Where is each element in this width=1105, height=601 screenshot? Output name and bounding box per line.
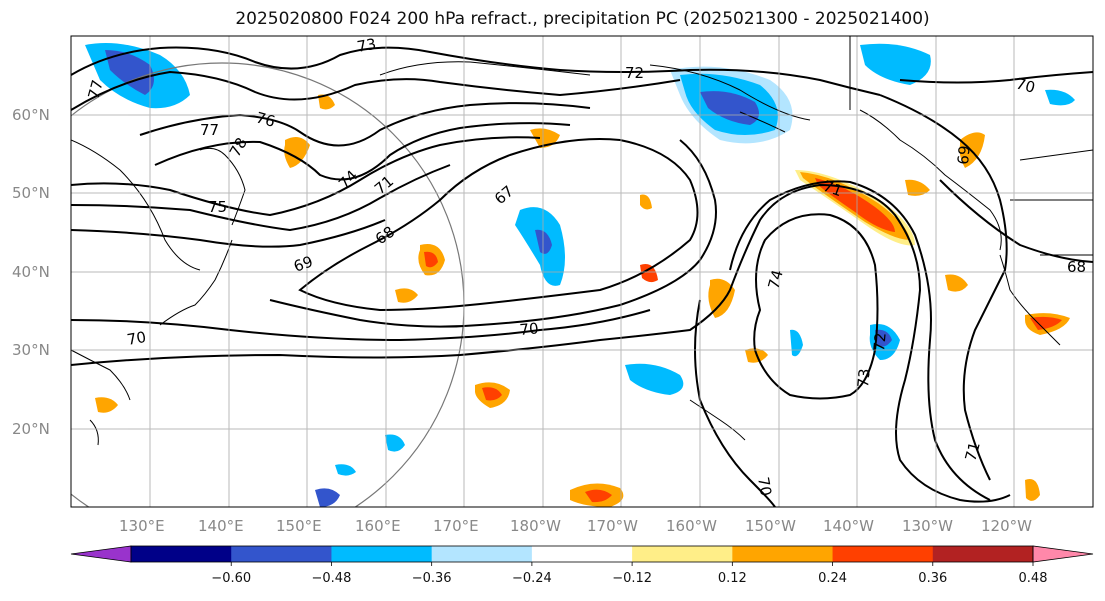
lon-label: 170°E xyxy=(433,517,479,535)
colorbar-tick-label: 0.48 xyxy=(1019,571,1048,586)
lon-label: 160°W xyxy=(666,517,717,535)
contour-label: 76 xyxy=(254,108,277,130)
contour-label: 73 xyxy=(854,368,874,389)
lat-label-60n: 60°N xyxy=(12,106,50,124)
map-frame xyxy=(70,35,1094,508)
colorbar-bin xyxy=(131,546,232,562)
negative-precip-shading xyxy=(85,42,1075,507)
contour-label: 73 xyxy=(356,35,378,56)
contour-label: 70 xyxy=(126,328,148,349)
contour-label: 72 xyxy=(870,332,890,353)
contour-label: 70 xyxy=(1014,74,1037,96)
colorbar-extend-high xyxy=(1032,545,1094,563)
contour-label: 69 xyxy=(291,252,315,275)
contour-label: 72 xyxy=(625,64,644,82)
lon-label: 140°W xyxy=(823,517,874,535)
lon-label: 150°W xyxy=(745,517,796,535)
lat-label-40n: 40°N xyxy=(12,263,50,281)
contour-label: 70 xyxy=(754,476,775,498)
contour-label: 75 xyxy=(208,198,227,216)
colorbar-outline xyxy=(130,545,1034,563)
colorbar-tick-label: −0.24 xyxy=(512,571,552,586)
lon-label: 140°E xyxy=(198,517,244,535)
lon-label: 130°W xyxy=(902,517,953,535)
contour-label: 71 xyxy=(961,440,983,463)
lon-label: 170°W xyxy=(587,517,638,535)
longitude-labels: 130°E 140°E 150°E 160°E 170°E 180°W 170°… xyxy=(119,517,1032,535)
colorbar-tick-label: 0.24 xyxy=(818,571,847,586)
colorbar-tick-label: −0.48 xyxy=(312,571,352,586)
colorbar-extend-low xyxy=(70,545,132,563)
colorbar-tick-label: 0.36 xyxy=(918,571,947,586)
colorbar-tick-label: −0.36 xyxy=(412,571,452,586)
colorbar-bin xyxy=(932,546,1034,562)
lon-label: 150°E xyxy=(276,517,322,535)
colorbar-tick-label: −0.60 xyxy=(211,571,251,586)
colorbar-bin xyxy=(531,546,633,562)
latitude-labels: 60°N 50°N 40°N 30°N 20°N xyxy=(12,106,50,438)
graticule xyxy=(71,36,1093,507)
contour-label: 74 xyxy=(764,268,786,291)
colorbar-bin xyxy=(431,546,533,562)
contour-label: 71 xyxy=(821,177,845,200)
lat-label-20n: 20°N xyxy=(12,420,50,438)
colorbar-bin xyxy=(331,546,433,562)
contour-label: 77 xyxy=(84,78,106,101)
lat-label-30n: 30°N xyxy=(12,341,50,359)
colorbar-tick-label: 0.12 xyxy=(718,571,747,586)
colorbar-bin xyxy=(632,546,733,562)
lon-label: 160°E xyxy=(355,517,401,535)
lon-label: 120°W xyxy=(981,517,1032,535)
colorbar-tick-label: −0.12 xyxy=(612,571,652,586)
chart-title: 2025020800 F024 200 hPa refract., precip… xyxy=(235,9,930,29)
contour-label: 68 xyxy=(1067,258,1086,276)
lat-label-50n: 50°N xyxy=(12,184,50,202)
colorbar-bin xyxy=(732,546,834,562)
refractivity-contours xyxy=(71,46,1093,507)
lon-label: 130°E xyxy=(119,517,165,535)
contour-label: 69 xyxy=(954,145,974,166)
colorbar-bin xyxy=(231,546,332,562)
colorbar-bin xyxy=(832,546,934,562)
lon-label: 180°W xyxy=(510,517,561,535)
contour-label: 70 xyxy=(519,319,540,339)
map-panel: 73 77 72 70 77 76 78 74 71 75 67 69 68 7… xyxy=(70,35,1094,508)
colorbar: −0.60 −0.48 −0.36 −0.24 −0.12 0.12 0.24 0.36 0.4… xyxy=(70,545,1094,586)
contour-label: 77 xyxy=(200,121,219,139)
